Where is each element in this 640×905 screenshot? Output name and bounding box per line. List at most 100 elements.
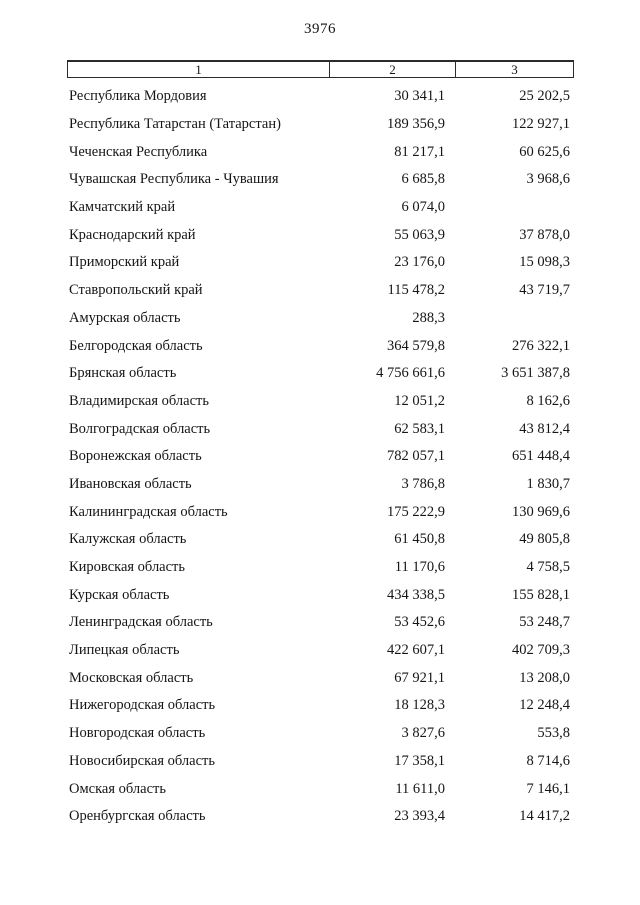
value-col-2-cell: 11 611,0	[395, 780, 445, 797]
region-name-cell: Московская область	[69, 669, 194, 686]
value-col-3-cell: 276 322,1	[512, 337, 570, 354]
table-row: Липецкая область 422 607,1 402 709,3	[67, 637, 574, 665]
table-header-col-3: 3	[511, 61, 518, 77]
value-col-2-cell: 11 170,6	[394, 559, 445, 576]
region-name-cell: Калужская область	[69, 531, 187, 548]
value-col-2-cell: 175 222,9	[387, 503, 445, 520]
table-row: Амурская область 288,3	[67, 305, 574, 333]
value-col-3-cell: 25 202,5	[519, 88, 570, 105]
value-col-2-cell: 4 756 661,6	[376, 365, 445, 382]
value-col-2-cell: 6 074,0	[401, 199, 446, 216]
value-col-2-cell: 12 051,2	[394, 392, 445, 409]
value-col-2-cell: 17 358,1	[394, 752, 445, 769]
value-col-3-cell: 14 417,2	[519, 808, 570, 825]
region-name-cell: Воронежская область	[69, 448, 202, 465]
table-row: Московская область 67 921,1 13 208,0	[67, 664, 574, 692]
region-name-cell: Ивановская область	[69, 475, 192, 492]
region-name-cell: Краснодарский край	[69, 226, 196, 243]
region-name-cell: Ставропольский край	[69, 282, 203, 299]
value-col-3-cell: 3 968,6	[526, 171, 571, 188]
region-name-cell: Амурская область	[69, 309, 181, 326]
value-col-3-cell: 402 709,3	[512, 642, 570, 659]
region-name-cell: Омская область	[69, 780, 166, 797]
table-row: Приморский край 23 176,0 15 098,3	[67, 249, 574, 277]
value-col-2-cell: 434 338,5	[387, 586, 445, 603]
region-name-cell: Чеченская Республика	[69, 143, 208, 160]
value-col-2-cell: 67 921,1	[394, 669, 445, 686]
region-name-cell: Оренбургская область	[69, 808, 206, 825]
value-col-2-cell: 62 583,1	[394, 420, 445, 437]
table-row: Чувашская Республика - Чувашия 6 685,8 3…	[67, 166, 574, 194]
value-col-3-cell: 553,8	[537, 725, 570, 742]
table-body: Республика Мордовия 30 341,1 25 202,5 Ре…	[67, 78, 574, 831]
table-row: Калининградская область 175 222,9 130 96…	[67, 498, 574, 526]
table-header-col-2: 2	[330, 62, 456, 77]
value-col-3-cell: 7 146,1	[526, 780, 571, 797]
value-col-2-cell: 782 057,1	[387, 448, 445, 465]
region-name-cell: Владимирская область	[69, 392, 209, 409]
value-col-3-cell: 43 812,4	[519, 420, 570, 437]
region-name-cell: Брянская область	[69, 365, 177, 382]
table-row: Ивановская область 3 786,8 1 830,7	[67, 471, 574, 499]
value-col-3-cell: 60 625,6	[519, 143, 570, 160]
table-row: Владимирская область 12 051,2 8 162,6	[67, 388, 574, 416]
region-name-cell: Волгоградская область	[69, 420, 211, 437]
value-col-3-cell: 4 758,5	[526, 559, 571, 576]
region-name-cell: Белгородская область	[69, 337, 203, 354]
value-col-3-cell: 1 830,7	[526, 475, 571, 492]
value-col-3-cell: 8 714,6	[526, 752, 571, 769]
value-col-3-cell: 13 208,0	[519, 669, 570, 686]
table-row: Воронежская область 782 057,1 651 448,4	[67, 443, 574, 471]
value-col-2-cell: 6 685,8	[401, 171, 446, 188]
value-col-2-cell: 30 341,1	[394, 88, 445, 105]
table-row: Курская область 434 338,5 155 828,1	[67, 581, 574, 609]
region-name-cell: Республика Татарстан (Татарстан)	[69, 116, 281, 133]
region-name-cell: Камчатский край	[69, 199, 176, 216]
value-col-2-cell: 3 786,8	[401, 475, 446, 492]
value-col-3-cell: 3 651 387,8	[501, 365, 570, 382]
value-col-2-cell: 55 063,9	[394, 226, 445, 243]
value-col-3-cell: 155 828,1	[512, 586, 570, 603]
region-name-cell: Нижегородская область	[69, 697, 216, 714]
value-col-2-cell: 81 217,1	[394, 143, 445, 160]
value-col-3-cell: 49 805,8	[519, 531, 570, 548]
table-row: Омская область 11 611,0 7 146,1	[67, 775, 574, 803]
region-name-cell: Ленинградская область	[69, 614, 213, 631]
value-col-2-cell: 288,3	[412, 309, 445, 326]
region-name-cell: Приморский край	[69, 254, 180, 271]
table-row: Республика Татарстан (Татарстан) 189 356…	[67, 111, 574, 139]
table-header-col-1: 1	[68, 62, 330, 77]
table-row: Нижегородская область 18 128,3 12 248,4	[67, 692, 574, 720]
value-col-2-cell: 364 579,8	[387, 337, 445, 354]
value-col-2-cell: 61 450,8	[394, 531, 445, 548]
value-col-3-cell: 122 927,1	[512, 116, 570, 133]
value-col-3-cell: 15 098,3	[519, 254, 570, 271]
table-row: Камчатский край 6 074,0	[67, 194, 574, 222]
region-name-cell: Калининградская область	[69, 503, 228, 520]
region-name-cell: Новосибирская область	[69, 752, 215, 769]
table-row: Белгородская область 364 579,8 276 322,1	[67, 332, 574, 360]
value-col-2-cell: 3 827,6	[401, 725, 446, 742]
value-col-3-cell: 8 162,6	[526, 392, 571, 409]
region-name-cell: Липецкая область	[69, 642, 180, 659]
region-name-cell: Курская область	[69, 586, 170, 603]
table-row: Кировская область 11 170,6 4 758,5	[67, 554, 574, 582]
table-row: Оренбургская область 23 393,4 14 417,2	[67, 803, 574, 831]
table-row: Новгородская область 3 827,6 553,8	[67, 720, 574, 748]
table-row: Ставропольский край 115 478,2 43 719,7	[67, 277, 574, 305]
value-col-3-cell: 37 878,0	[519, 226, 570, 243]
table-row: Республика Мордовия 30 341,1 25 202,5	[67, 83, 574, 111]
table-row: Ленинградская область 53 452,6 53 248,7	[67, 609, 574, 637]
table-row: Краснодарский край 55 063,9 37 878,0	[67, 221, 574, 249]
region-name-cell: Чувашская Республика - Чувашия	[69, 171, 279, 188]
table-row: Волгоградская область 62 583,1 43 812,4	[67, 415, 574, 443]
table-row: Брянская область 4 756 661,6 3 651 387,8	[67, 360, 574, 388]
value-col-2-cell: 23 393,4	[394, 808, 445, 825]
table-row: Чеченская Республика 81 217,1 60 625,6	[67, 138, 574, 166]
table-row: Новосибирская область 17 358,1 8 714,6	[67, 748, 574, 776]
region-name-cell: Республика Мордовия	[69, 88, 207, 105]
value-col-2-cell: 115 478,2	[387, 282, 445, 299]
page-number: 3976	[304, 21, 336, 37]
value-col-2-cell: 53 452,6	[394, 614, 445, 631]
table-header-row: 1 2 3	[67, 60, 574, 78]
